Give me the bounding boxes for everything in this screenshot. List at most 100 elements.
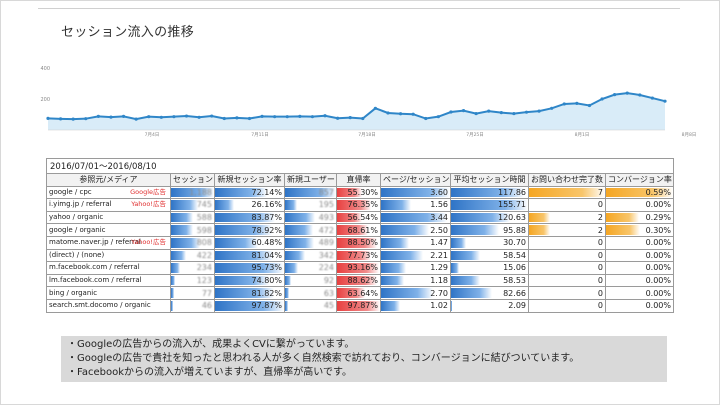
data-bar [451,263,459,273]
data-point [411,112,415,116]
data-bar [337,200,371,210]
data-point [499,111,503,115]
metric-value: 1.56 [430,200,448,210]
metric-cell-bounce: 97.87% [336,298,381,313]
metric-cell-cvr: 0.00% [605,198,674,212]
data-bar [171,225,193,235]
metric-cell-new-rate: 72.14% [214,185,285,200]
metric-cell-pps: 1.29 [380,261,451,275]
metric-cell-pps: 2.50 [380,223,451,237]
metric-cell-cvr: 0.30% [605,223,674,237]
metric-value: 857 [318,187,334,197]
x-tick-label: 8月1日 [575,132,590,138]
metric-value: 489 [318,238,334,248]
source-medium-cell: i.yimg.jp / referral Yahoo!広告 [46,198,171,212]
data-point [184,114,189,118]
metric-cell-cvr: 0.00% [605,248,674,263]
metric-cell-sessions: 588 [170,210,215,225]
table-header-row: 参照元/メディア セッション 新規セッション率 新規ユーザー 直帰率 ページ/セッション平… [46,173,674,187]
x-tick-label: 8月8日 [682,132,697,138]
data-bar [285,263,299,273]
data-point [210,114,214,118]
source-medium-cell: m.facebook.com / referral [46,261,171,275]
metric-value: 60.48% [251,238,282,248]
data-bar [285,212,315,223]
metric-value: 68.61% [347,225,378,235]
metric-cell-sessions: 745 [170,198,215,212]
data-point [323,114,327,118]
data-point [550,106,554,110]
metric-value: 83.87% [251,213,282,223]
metric-cell-avg-time: 58.53 [450,273,529,288]
metric-value: 0 [597,250,603,260]
metric-value: 1.29 [430,263,448,273]
data-point [625,91,629,95]
table-row: matome.naver.jp / referral Yahoo!広告 808 60.… [46,235,674,250]
metric-cell-new-rate: 60.48% [214,235,285,250]
metric-cell-new-rate: 74.80% [214,273,285,288]
metric-cell-avg-time: 82.66 [450,286,529,300]
data-point [285,115,289,119]
data-point [487,109,491,113]
column-header: 直帰率 [336,173,381,187]
metric-cell-new-users: 195 [284,198,337,212]
data-point [235,116,239,120]
data-point [398,112,403,116]
metric-value: 0 [597,263,603,273]
metric-value: 63 [323,288,334,298]
data-bar [337,225,368,235]
data-point [562,102,566,106]
metric-cell-inquiries: 0 [528,286,606,300]
metric-value: 56.54% [347,213,378,223]
data-point [247,116,252,121]
table-row: google / organic 598 78.92% 472 68.61% 2.50 95… [46,223,674,237]
metric-cell-bounce: 88.50% [336,235,381,250]
metric-cell-cvr: 0.00% [605,261,674,275]
data-bar [215,212,276,223]
data-bar [337,300,380,311]
metric-value: 2.09 [508,301,526,311]
metric-value: 0.29% [645,213,671,223]
table-row: yahoo / organic 588 83.87% 493 56.54% 3.44 120… [46,210,674,225]
metric-cell-new-rate: 97.87% [214,298,285,313]
data-point [638,93,642,97]
x-tick-label: 7月11日 [251,132,269,138]
data-bar [337,187,362,198]
metric-value: 97.87% [347,301,378,311]
top-divider [38,8,680,9]
metric-value: 76.35% [347,200,378,210]
data-bar [451,237,467,248]
table-row: lm.facebook.com / referral 123 74.80% 92 88.… [46,273,674,288]
data-point [310,115,315,119]
data-point [537,109,541,113]
metric-value: 0 [597,200,603,210]
metric-value: 55.30% [347,187,378,197]
data-point [273,115,277,119]
metric-value: 598 [196,225,212,235]
y-tick-label: 200 [40,97,50,103]
ad-tag-label: Google広告 [130,187,166,196]
note-line-2: ・Googleの広告で貴社を知ったと思われる人が多く自然検索で訪れており、コンバ… [67,353,580,364]
data-point [159,115,163,119]
metric-value: 77 [201,288,212,298]
metric-value: 0.00% [645,276,671,286]
data-bar [337,212,362,223]
metric-value: 97.87% [251,301,282,311]
metric-value: 3.60 [430,187,448,197]
metric-value: 0 [597,301,603,311]
data-point [512,111,516,116]
table-row: bing / organic 77 81.82% 63 63.64% 2.70 82.66 0… [46,286,674,300]
metric-value: 2.21 [430,250,448,260]
metric-value: 63.64% [347,288,378,298]
metric-value: 45 [323,301,334,311]
metric-cell-inquiries: 0 [528,198,606,212]
table-row: search.smt.docomo / organic 46 97.87% 45 97.… [46,298,674,313]
metric-cell-pps: 2.21 [380,248,451,263]
metric-cell-pps: 3.44 [380,210,451,225]
x-tick-label: 7月4日 [145,132,160,138]
x-tick-label: 7月18日 [358,132,376,138]
column-header: 参照元/メディア [46,173,171,187]
metric-value: 808 [196,238,212,248]
data-bar [337,263,379,273]
data-point [298,114,302,118]
